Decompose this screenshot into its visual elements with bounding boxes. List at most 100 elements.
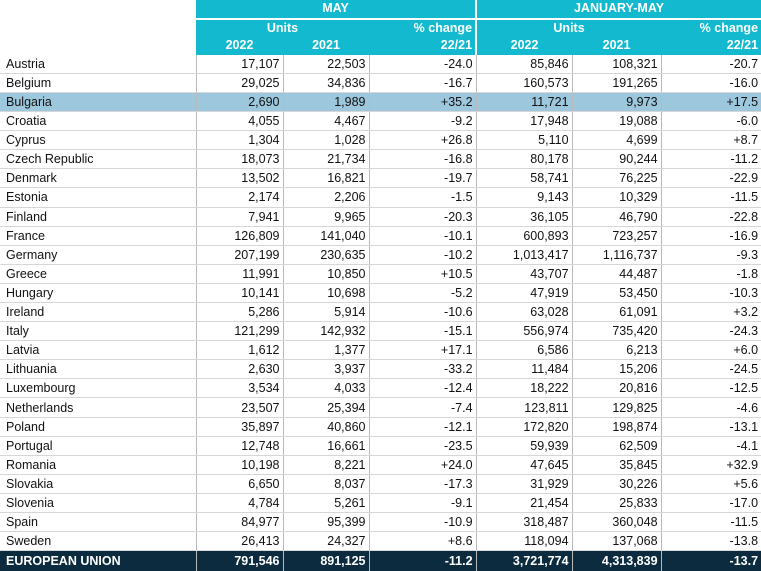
cell-may-pct: +17.1 <box>368 340 477 361</box>
cell-ytd-pct: -1.8 <box>660 264 761 284</box>
cell-ytd-pct: +17.5 <box>660 92 761 113</box>
cell-may-pct: -33.2 <box>368 359 477 380</box>
cell-may-pct: -16.8 <box>368 149 477 170</box>
cell-ytd-2021: 360,048 <box>571 512 662 533</box>
cell-may-2021: 95,399 <box>282 512 369 533</box>
cell-ytd-2022: 80,178 <box>475 149 573 170</box>
cell-may-2022: 2,630 <box>195 359 283 380</box>
cell-may-pct: -19.7 <box>368 168 477 189</box>
cell-ytd-2021: 25,833 <box>571 493 662 514</box>
cell-may-2021: 22,503 <box>282 54 369 74</box>
cell-may-2021: 5,261 <box>282 493 369 514</box>
table-row: Romania 10,198 8,221 +24.0 47,645 35,845 +32.9 <box>0 455 761 475</box>
cell-ytd-2022: 11,484 <box>475 359 573 380</box>
cell-may-pct: -10.6 <box>368 302 477 323</box>
cell-ytd-2022: 1,013,417 <box>475 245 573 265</box>
cell-may-2022: 1,304 <box>195 130 283 151</box>
cell-may-pct: -9.2 <box>368 111 477 132</box>
cell-may-pct: -12.1 <box>368 417 477 437</box>
cell-may-pct: -7.4 <box>368 397 477 418</box>
cell-country: Denmark <box>0 168 196 189</box>
cell-ytd-pct: -12.5 <box>660 378 761 399</box>
cell-may-pct: +35.2 <box>368 92 477 113</box>
header-ytd-2021: 2021 <box>572 37 662 55</box>
cell-may-2021: 4,467 <box>282 111 369 132</box>
cell-ytd-2022: 21,454 <box>475 493 573 514</box>
cell-ytd-pct: -16.0 <box>660 73 761 93</box>
cell-ytd-2022: 123,811 <box>475 397 573 418</box>
cell-country: Slovenia <box>0 493 196 514</box>
cell-country: Finland <box>0 207 196 227</box>
table-row: Germany 207,199 230,635 -10.2 1,013,417 1,116… <box>0 245 761 265</box>
cell-may-2021: 5,914 <box>282 302 369 323</box>
cell-may-2021: 4,033 <box>282 378 369 399</box>
cell-ytd-2022: 600,893 <box>475 226 573 246</box>
header-ytd-units: Units <box>475 18 662 38</box>
table-row: Austria 17,107 22,503 -24.0 85,846 108,321 -20… <box>0 54 761 74</box>
cell-may-pct: -5.2 <box>368 283 477 304</box>
cell-ytd-2022: 5,110 <box>475 130 573 151</box>
total-may-pct: -11.2 <box>368 550 477 571</box>
table-row: Denmark 13,502 16,821 -19.7 58,741 76,225 -22.… <box>0 168 761 189</box>
cell-ytd-2021: 76,225 <box>571 168 662 189</box>
cell-may-pct: -12.4 <box>368 378 477 399</box>
cell-ytd-pct: -22.8 <box>660 207 761 227</box>
cell-ytd-2021: 35,845 <box>571 455 662 475</box>
cell-country: Slovakia <box>0 474 196 494</box>
cell-ytd-2022: 18,222 <box>475 378 573 399</box>
cell-may-pct: +10.5 <box>368 264 477 284</box>
table-row: Bulgaria 2,690 1,989 +35.2 11,721 9,973 +17.5 <box>0 92 761 113</box>
table-row: Estonia 2,174 2,206 -1.5 9,143 10,329 -11.5 <box>0 187 761 208</box>
cell-may-2022: 13,502 <box>195 168 283 189</box>
cell-may-2022: 4,055 <box>195 111 283 132</box>
cell-country: Romania <box>0 455 196 475</box>
cell-may-2021: 24,327 <box>282 531 369 552</box>
cell-may-2022: 10,141 <box>195 283 283 304</box>
header-may-period: 22/21 <box>369 37 477 55</box>
cell-ytd-2021: 191,265 <box>571 73 662 93</box>
table-row: Greece 11,991 10,850 +10.5 43,707 44,487 -1.8 <box>0 264 761 284</box>
cell-ytd-2022: 6,586 <box>475 340 573 361</box>
cell-country: Greece <box>0 264 196 284</box>
cell-may-2022: 6,650 <box>195 474 283 494</box>
cell-country: Sweden <box>0 531 196 552</box>
cell-country: Ireland <box>0 302 196 323</box>
table-row: Spain 84,977 95,399 -10.9 318,487 360,048 -11.… <box>0 512 761 533</box>
cell-ytd-2021: 9,973 <box>571 92 662 113</box>
cell-ytd-pct: -17.0 <box>660 493 761 514</box>
cell-ytd-pct: -4.6 <box>660 397 761 418</box>
cell-may-pct: -24.0 <box>368 54 477 74</box>
cell-may-2022: 17,107 <box>195 54 283 74</box>
table-row: Italy 121,299 142,932 -15.1 556,974 735,420 -2… <box>0 321 761 342</box>
cell-ytd-pct: +3.2 <box>660 302 761 323</box>
total-may-2021: 891,125 <box>282 550 369 571</box>
cell-may-2022: 18,073 <box>195 149 283 170</box>
cell-country: Croatia <box>0 111 196 132</box>
cell-ytd-pct: -11.5 <box>660 187 761 208</box>
cell-ytd-2022: 58,741 <box>475 168 573 189</box>
cell-ytd-2022: 556,974 <box>475 321 573 342</box>
cell-ytd-pct: -13.1 <box>660 417 761 437</box>
total-ytd-2022: 3,721,774 <box>475 550 573 571</box>
cell-ytd-pct: -24.3 <box>660 321 761 342</box>
cell-ytd-2021: 198,874 <box>571 417 662 437</box>
cell-may-2021: 141,040 <box>282 226 369 246</box>
cell-may-2021: 16,821 <box>282 168 369 189</box>
cell-may-2021: 25,394 <box>282 397 369 418</box>
table-row: Netherlands 23,507 25,394 -7.4 123,811 129,82… <box>0 397 761 418</box>
cell-may-2021: 10,698 <box>282 283 369 304</box>
cell-country: Czech Republic <box>0 149 196 170</box>
cell-country: Poland <box>0 417 196 437</box>
cell-ytd-2022: 17,948 <box>475 111 573 132</box>
cell-ytd-2022: 160,573 <box>475 73 573 93</box>
cell-may-2022: 2,174 <box>195 187 283 208</box>
cell-ytd-2022: 36,105 <box>475 207 573 227</box>
cell-country: Lithuania <box>0 359 196 380</box>
cell-ytd-2022: 47,919 <box>475 283 573 304</box>
cell-ytd-2021: 44,487 <box>571 264 662 284</box>
table-row: Ireland 5,286 5,914 -10.6 63,028 61,091 +3.2 <box>0 302 761 323</box>
cell-may-2022: 29,025 <box>195 73 283 93</box>
cell-ytd-2022: 31,929 <box>475 474 573 494</box>
cell-may-pct: +26.8 <box>368 130 477 151</box>
total-row: EUROPEAN UNION 791,546 891,125 -11.2 3,7… <box>0 550 761 571</box>
